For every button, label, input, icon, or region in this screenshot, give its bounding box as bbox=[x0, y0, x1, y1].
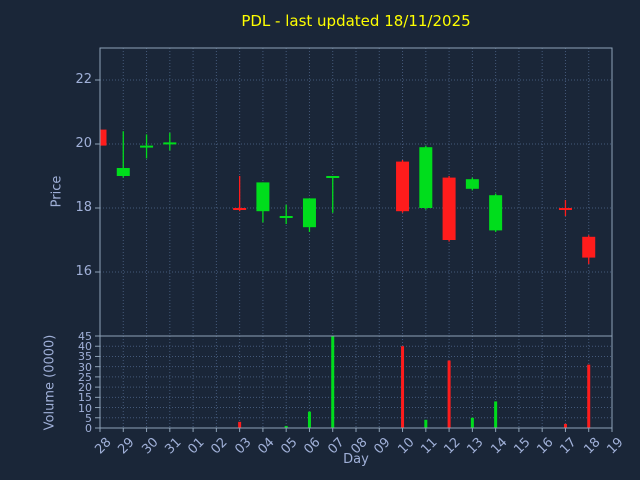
candle-body bbox=[163, 142, 177, 145]
volume-bar bbox=[401, 346, 405, 428]
volume-bar bbox=[587, 364, 591, 428]
volume-tick-label: 15 bbox=[78, 391, 92, 405]
volume-tick-label: 45 bbox=[78, 330, 92, 343]
price-tick-label: 22 bbox=[75, 72, 92, 87]
volume-tick-label: 0 bbox=[85, 422, 92, 435]
volume-bar bbox=[238, 421, 242, 428]
candle-body bbox=[100, 129, 107, 146]
volume-tick-label: 30 bbox=[78, 360, 92, 374]
candle-body bbox=[558, 208, 572, 210]
volume-bar bbox=[331, 336, 335, 428]
volume-tick-label: 35 bbox=[78, 350, 92, 364]
volume-bar bbox=[447, 360, 451, 428]
volume-tick-label: 20 bbox=[78, 381, 92, 395]
price-axis-label: Price bbox=[49, 175, 65, 208]
candle-body bbox=[582, 236, 596, 258]
volume-bar bbox=[307, 411, 311, 428]
volume-bar bbox=[424, 419, 428, 428]
candle-body bbox=[302, 198, 316, 228]
volume-bar bbox=[563, 423, 567, 428]
price-tick-label: 18 bbox=[75, 200, 92, 215]
volume-tick-label: 25 bbox=[78, 370, 92, 384]
volume-bar bbox=[470, 417, 474, 428]
volume-tick-label: 10 bbox=[78, 401, 92, 415]
candle-body bbox=[442, 177, 456, 240]
x-axis-label: Day bbox=[343, 452, 369, 467]
candle-body bbox=[419, 147, 433, 208]
volume-bar bbox=[494, 401, 498, 428]
candle-body bbox=[279, 216, 293, 218]
price-tick-label: 16 bbox=[75, 264, 92, 279]
volume-tick-label: 5 bbox=[85, 411, 92, 425]
price-tick-label: 20 bbox=[75, 136, 92, 151]
candle-body bbox=[465, 179, 479, 189]
candle-body bbox=[396, 161, 410, 212]
candle-body bbox=[256, 182, 270, 212]
candle-body bbox=[489, 195, 503, 231]
candle-body bbox=[140, 145, 154, 148]
candle-body bbox=[233, 208, 247, 210]
volume-tick-label: 40 bbox=[78, 340, 92, 354]
candle-body bbox=[326, 176, 340, 178]
chart-title: PDL - last updated 18/11/2025 bbox=[241, 12, 471, 30]
volume-axis-label: Volume (0000) bbox=[42, 334, 58, 431]
volume-bar bbox=[284, 425, 288, 428]
candle-body bbox=[116, 168, 130, 176]
